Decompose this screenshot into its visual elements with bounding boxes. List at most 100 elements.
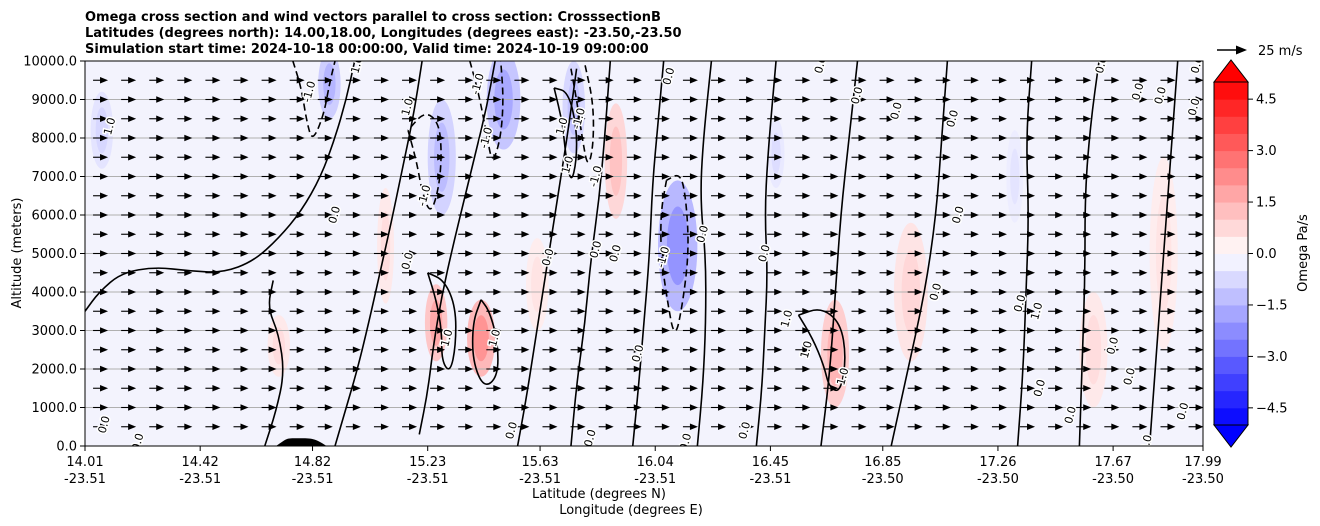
wind-vector-head-483 (802, 269, 811, 276)
wind-vector-head-330 (577, 288, 586, 296)
wind-vector-722 (1160, 423, 1176, 430)
wind-vector-head-575 (942, 327, 951, 334)
wind-vector-head-586 (942, 115, 951, 122)
wind-vector-head-451 (746, 154, 755, 161)
y-tick-label-7: 7000.0 (32, 170, 78, 185)
wind-vector-46 (149, 269, 165, 276)
wind-vector-head-95 (240, 423, 249, 430)
wind-vector-35 (121, 115, 137, 122)
wind-vector-head-553 (914, 385, 923, 392)
wind-vector-139 (289, 308, 305, 315)
wind-vector-238 (430, 231, 446, 238)
wind-vector-205 (373, 134, 389, 142)
wind-vector-182 (345, 211, 361, 219)
wind-vector-head-462 (774, 308, 783, 315)
wind-vector-393 (654, 173, 670, 180)
wind-vector-head-23 (128, 346, 137, 353)
wind-vector-717 (1132, 154, 1148, 161)
y-tick-label-5: 5000.0 (32, 247, 78, 262)
wind-vector-head-30 (128, 211, 137, 219)
wind-vector-54 (149, 115, 165, 122)
wind-vector-467 (767, 211, 783, 219)
x-axis-label-longitude: Longitude (degrees E) (559, 503, 703, 518)
wind-vector-head-759 (1195, 77, 1203, 84)
wind-vector-242 (430, 154, 446, 161)
wind-vector-head-662 (1055, 115, 1064, 122)
wind-vector-233 (430, 327, 446, 334)
wind-vector-688 (1104, 346, 1120, 353)
wind-vector-542 (879, 231, 895, 238)
contour-dashed-3 (570, 64, 595, 163)
wind-vector-head-274 (493, 269, 502, 276)
wind-vector-head-349 (605, 288, 614, 296)
wind-vector-head-347 (605, 327, 614, 334)
wind-vector-head-284 (493, 77, 502, 84)
wind-vector-head-263 (465, 115, 474, 122)
wind-vector-head-366 (633, 327, 642, 334)
wind-vector-731 (1160, 250, 1176, 257)
wind-vector-head-564 (914, 173, 923, 180)
wind-vector-head-419 (718, 404, 727, 411)
wind-vector-head-692 (1111, 269, 1120, 276)
wind-vector-head-567 (914, 115, 923, 122)
wind-vector-291 (514, 308, 530, 315)
wind-vector-head-495 (830, 404, 839, 411)
wind-vector-head-714 (1139, 211, 1148, 219)
x-axis-label-latitude: Latitude (degrees N) (532, 487, 666, 502)
x-tick-lat-9: 17.67 (1095, 455, 1132, 470)
wind-vector-head-435 (718, 96, 727, 103)
contour-label-24: 0.0 (587, 239, 604, 259)
wind-vector-head-174 (352, 365, 361, 373)
wind-vector-head-544 (886, 192, 895, 199)
wind-vector-head-76 (212, 423, 221, 430)
wind-vector-head-720 (1139, 96, 1148, 103)
wind-vector-head-112 (240, 96, 249, 103)
wind-vector-41 (149, 365, 165, 373)
wind-vector-head-716 (1139, 173, 1148, 180)
wind-vector-568 (907, 96, 923, 103)
contour-label-8: 1.0 (399, 97, 416, 117)
wind-vector-574 (935, 346, 951, 353)
wind-vector-533 (879, 404, 895, 411)
wind-vector-head-708 (1139, 327, 1148, 334)
wind-vector-450 (739, 173, 755, 180)
wind-vector-456 (767, 423, 783, 430)
wind-vector-452 (739, 134, 755, 142)
wind-vector-436 (711, 77, 727, 84)
wind-vector-691 (1104, 288, 1120, 296)
wind-vector-head-35 (128, 115, 137, 122)
wind-vector-159 (317, 288, 333, 296)
wind-vector-head-427 (718, 250, 727, 257)
wind-vector-445 (739, 269, 755, 276)
wind-vector-head-301 (521, 115, 530, 122)
wind-vector-207 (373, 96, 389, 103)
wind-vector-head-350 (605, 269, 614, 276)
wind-vector-head-15 (100, 134, 109, 142)
wind-vector-20 (121, 404, 137, 411)
wind-vector-631 (1020, 346, 1036, 353)
wind-vector-head-286 (521, 404, 530, 411)
wind-vector-head-345 (605, 365, 614, 373)
wind-vector-434 (711, 115, 727, 122)
wind-vector-head-605 (970, 115, 979, 122)
wind-vector-148 (289, 134, 305, 142)
wind-vector-382 (654, 385, 670, 392)
wind-vector-head-632 (1027, 327, 1036, 334)
wind-vector-570 (935, 423, 951, 430)
wind-vector-head-604 (970, 134, 979, 142)
wind-vector-704 (1132, 404, 1148, 411)
wind-vector-268 (486, 385, 502, 392)
wind-vector-750 (1188, 250, 1203, 257)
wind-vector-head-122 (268, 269, 277, 276)
wind-vector-head-612 (998, 346, 1007, 353)
contour-label-41: 0.0 (1062, 405, 1079, 425)
wind-vector-161 (317, 250, 333, 257)
colorbar-band-11 (1214, 219, 1248, 237)
wind-vector-head-574 (942, 346, 951, 353)
wind-vector-504 (823, 231, 839, 238)
wind-vector-head-624 (998, 115, 1007, 122)
wind-vector-head-428 (718, 231, 727, 238)
wind-vector-687 (1104, 365, 1120, 373)
wind-vector-head-114 (268, 423, 277, 430)
wind-vector-head-320 (549, 115, 558, 122)
